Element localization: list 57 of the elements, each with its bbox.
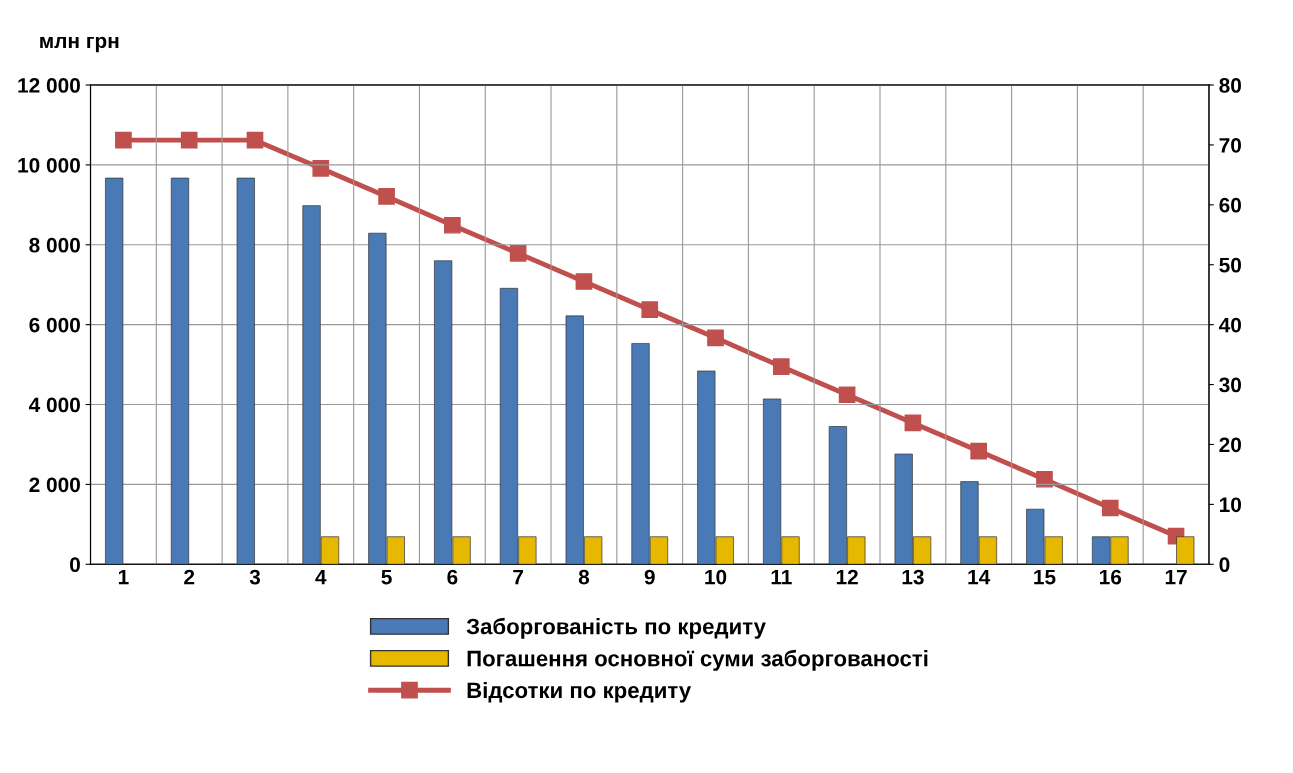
bar <box>1176 536 1195 565</box>
y2-tick-label: 40 <box>1218 317 1241 333</box>
point <box>444 216 461 234</box>
y-tick-label: 12 000 <box>18 78 80 93</box>
point <box>378 188 395 205</box>
x-tick-label: 12 <box>836 569 858 585</box>
y-tick-label: 0 <box>70 557 80 573</box>
y2-tick-label: 50 <box>1219 257 1241 273</box>
y2-tick-label: 70 <box>1219 137 1241 153</box>
x-tick-label: 5 <box>381 569 392 585</box>
x-tick-label: 8 <box>578 569 590 585</box>
x-tick-label: 2 <box>184 569 195 585</box>
x-tick-label: 11 <box>771 569 792 585</box>
y-axis-title: млн грн <box>40 36 119 53</box>
y-tick-label: 4 000 <box>28 397 80 413</box>
point <box>838 386 856 404</box>
x-tick-label: 7 <box>513 569 524 585</box>
y-tick-label: 8 000 <box>29 237 80 253</box>
y2-tick-label: 0 <box>1219 557 1230 573</box>
legend-label: Погашення основної суми заборгованості <box>467 649 928 671</box>
x-tick-label: 16 <box>1100 569 1122 585</box>
point <box>575 273 593 290</box>
x-tick-label: 3 <box>249 569 261 585</box>
point <box>641 301 659 319</box>
bar <box>236 177 255 565</box>
legend-label: Відсотки по кредиту <box>467 681 692 703</box>
point <box>312 159 330 177</box>
point <box>246 131 264 149</box>
x-tick-label: 1 <box>118 569 129 585</box>
y-tick-label: 6 000 <box>29 317 80 333</box>
legend-label: Заборгованість по кредиту <box>466 617 766 639</box>
point <box>904 414 922 432</box>
x-tick-label: 15 <box>1034 569 1056 585</box>
point <box>509 245 527 262</box>
y2-tick-label: 80 <box>1219 78 1241 93</box>
y2-tick-label: 60 <box>1219 197 1241 213</box>
bar <box>170 177 190 565</box>
x-tick-label: 6 <box>447 569 458 585</box>
x-tick-label: 9 <box>644 569 655 585</box>
point <box>115 131 132 149</box>
x-tick-label: 13 <box>902 569 924 585</box>
point <box>970 442 988 460</box>
point <box>1036 470 1053 488</box>
y2-tick-label: 30 <box>1219 377 1241 393</box>
x-tick-label: 17 <box>1165 569 1187 585</box>
point <box>180 131 198 149</box>
y-tick-label: 2 000 <box>29 477 80 493</box>
y-tick-label: 10 000 <box>18 157 80 173</box>
y2-tick-label: 20 <box>1219 437 1241 453</box>
x-tick-label: 14 <box>968 569 991 585</box>
bar <box>105 177 124 565</box>
y2-tick-label: 10 <box>1219 497 1241 513</box>
point <box>707 329 724 347</box>
x-tick-label: 4 <box>315 569 327 585</box>
point <box>772 358 790 375</box>
x-tick-label: 10 <box>705 569 727 585</box>
point <box>1101 499 1119 517</box>
